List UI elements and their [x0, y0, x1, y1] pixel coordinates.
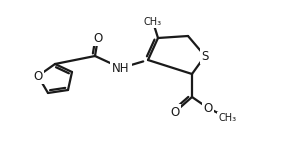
Text: O: O: [170, 105, 180, 119]
Text: CH₃: CH₃: [219, 113, 237, 123]
Text: S: S: [201, 49, 209, 63]
Text: O: O: [93, 32, 103, 44]
Text: CH₃: CH₃: [144, 17, 162, 27]
Text: NH: NH: [112, 61, 130, 75]
Text: O: O: [203, 101, 212, 115]
Text: O: O: [33, 69, 43, 83]
